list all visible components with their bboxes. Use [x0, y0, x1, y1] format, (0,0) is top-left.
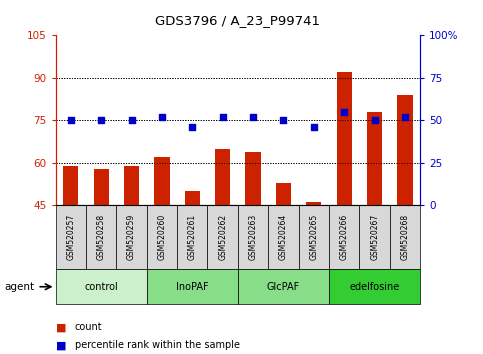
- Text: GSM520266: GSM520266: [340, 214, 349, 260]
- Text: GDS3796 / A_23_P99741: GDS3796 / A_23_P99741: [156, 14, 320, 27]
- Bar: [63, 166, 78, 333]
- Text: GlcPAF: GlcPAF: [267, 282, 300, 292]
- Point: [401, 114, 409, 120]
- Bar: [298, 205, 329, 269]
- Bar: [238, 269, 329, 304]
- Text: GSM520263: GSM520263: [249, 214, 257, 260]
- Bar: [147, 269, 238, 304]
- Bar: [276, 183, 291, 333]
- Text: GSM520261: GSM520261: [188, 214, 197, 260]
- Text: GSM520260: GSM520260: [157, 214, 167, 260]
- Text: InoPAF: InoPAF: [176, 282, 209, 292]
- Point: [341, 109, 348, 115]
- Point: [219, 114, 227, 120]
- Text: GSM520258: GSM520258: [97, 214, 106, 260]
- Text: GSM520264: GSM520264: [279, 214, 288, 260]
- Point: [280, 118, 287, 123]
- Bar: [306, 202, 322, 333]
- Bar: [94, 169, 109, 333]
- Text: percentile rank within the sample: percentile rank within the sample: [75, 340, 240, 350]
- Text: GSM520268: GSM520268: [400, 214, 410, 260]
- Point: [158, 114, 166, 120]
- Text: GSM520265: GSM520265: [309, 214, 318, 260]
- Bar: [329, 269, 420, 304]
- Bar: [86, 205, 116, 269]
- Bar: [337, 72, 352, 333]
- Point: [188, 124, 196, 130]
- Bar: [329, 205, 359, 269]
- Point: [67, 118, 74, 123]
- Bar: [177, 205, 208, 269]
- Bar: [398, 95, 412, 333]
- Text: edelfosine: edelfosine: [350, 282, 400, 292]
- Text: ■: ■: [56, 322, 66, 332]
- Bar: [367, 112, 382, 333]
- Bar: [245, 152, 261, 333]
- Bar: [147, 205, 177, 269]
- Bar: [185, 191, 200, 333]
- Text: count: count: [75, 322, 102, 332]
- Point: [249, 114, 257, 120]
- Bar: [238, 205, 268, 269]
- Bar: [154, 157, 170, 333]
- Bar: [208, 205, 238, 269]
- Text: ■: ■: [56, 340, 66, 350]
- Bar: [359, 205, 390, 269]
- Bar: [56, 269, 147, 304]
- Bar: [268, 205, 298, 269]
- Bar: [215, 149, 230, 333]
- Point: [97, 118, 105, 123]
- Bar: [390, 205, 420, 269]
- Point: [371, 118, 379, 123]
- Bar: [124, 166, 139, 333]
- Bar: [56, 205, 86, 269]
- Point: [128, 118, 135, 123]
- Text: GSM520259: GSM520259: [127, 214, 136, 260]
- Text: control: control: [84, 282, 118, 292]
- Text: GSM520257: GSM520257: [66, 214, 75, 260]
- Point: [310, 124, 318, 130]
- Text: GSM520262: GSM520262: [218, 214, 227, 260]
- Text: agent: agent: [5, 282, 35, 292]
- Bar: [116, 205, 147, 269]
- Text: GSM520267: GSM520267: [370, 214, 379, 260]
